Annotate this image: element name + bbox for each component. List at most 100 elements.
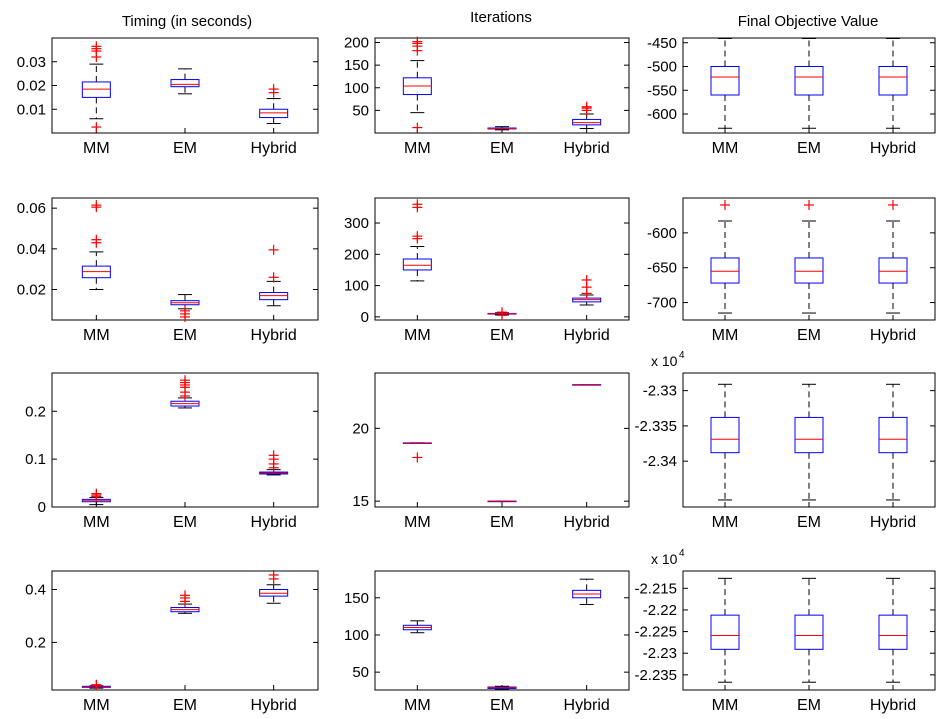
box-hybrid (572, 274, 602, 306)
outlier-marker (497, 307, 507, 318)
box-em (170, 375, 200, 409)
iqr-box (81, 81, 111, 98)
y-tick-label: 0.2 (25, 403, 46, 420)
x-tick-label: Hybrid (251, 514, 297, 531)
outlier-marker (268, 272, 279, 283)
axes-frame (51, 570, 319, 691)
box-mm (81, 488, 111, 506)
box-mm (81, 41, 111, 133)
y-tick-label: 0.01 (17, 101, 46, 118)
axes-frame (51, 197, 319, 321)
x-tick-label: EM (173, 697, 197, 714)
outlier-marker (91, 122, 102, 133)
y-tick-label: 200 (344, 246, 369, 263)
y-tick-label: 100 (344, 278, 369, 295)
box-hybrid (878, 383, 908, 501)
column-title-objective: Final Objective Value (738, 13, 879, 30)
subplot-r1-c2: -700 -650 -600 MM EM Hybrid (647, 197, 936, 344)
subplot-r0-c0: 0.01 0.02 0.03 MM EM Hybrid (17, 37, 319, 157)
x-tick-label: EM (797, 140, 821, 157)
y-tick-label: 50 (352, 664, 369, 681)
outlier-marker (180, 305, 190, 316)
axis-multiplier-exponent: 4 (679, 350, 685, 361)
y-tick-label: 100 (344, 627, 369, 644)
subplot-r0-c2: -600 -550 -500 -450 MM EM Hybrid (647, 35, 936, 157)
y-tick-label: 0 (361, 309, 369, 326)
x-tick-label: EM (490, 514, 514, 531)
box-em (170, 590, 200, 614)
box-mm (710, 577, 740, 683)
y-tick-label: -550 (647, 82, 677, 99)
iqr-box (259, 108, 289, 119)
y-tick-label: 0.02 (17, 78, 46, 95)
y-tick-label: 20 (352, 420, 369, 437)
subplot-r1-c0: 0.02 0.04 0.06 MM EM Hybrid (17, 197, 319, 344)
x-tick-label: MM (404, 140, 431, 157)
subplot-r3-c2: -2.235 -2.23 -2.225 -2.22 -2.215 MM EM Hybrid x … (634, 548, 936, 714)
y-tick-label: 0.03 (17, 54, 46, 71)
y-tick-label: -2.34 (643, 453, 677, 470)
subplot-r2-c2: -2.34 -2.335 -2.33 MM EM Hybrid x 10 4 (634, 350, 936, 531)
y-tick-label: -700 (647, 295, 677, 312)
outlier-marker (412, 36, 423, 47)
box-em (794, 577, 824, 683)
x-tick-label: MM (83, 140, 110, 157)
box-hybrid (572, 101, 602, 129)
box-mm (402, 620, 432, 634)
box-em (487, 500, 517, 503)
axis-multiplier: x 10 (651, 551, 678, 567)
subplot-r3-c1: 50 100 150 MM EM Hybrid (344, 570, 630, 714)
outlier-marker (180, 375, 190, 386)
outlier-marker (581, 101, 592, 112)
x-tick-label: EM (797, 697, 821, 714)
box-hybrid (259, 450, 289, 476)
box-mm (710, 383, 740, 501)
box-em (794, 383, 824, 501)
box-hybrid (259, 569, 289, 604)
x-tick-label: EM (173, 514, 197, 531)
outlier-marker (804, 199, 814, 210)
outlier-marker (268, 244, 279, 255)
box-hybrid (878, 577, 908, 683)
y-tick-label: -600 (647, 106, 677, 123)
x-tick-label: Hybrid (564, 140, 610, 157)
outlier-marker (268, 569, 279, 580)
x-tick-label: MM (404, 697, 431, 714)
y-tick-label: -2.225 (634, 624, 677, 641)
x-tick-label: EM (490, 327, 514, 344)
y-tick-label: 150 (344, 590, 369, 607)
iqr-box (259, 292, 289, 301)
box-em (170, 294, 200, 322)
y-tick-label: -500 (647, 59, 677, 76)
x-tick-label: MM (83, 697, 110, 714)
x-tick-label: MM (712, 514, 739, 531)
box-hybrid (572, 384, 602, 386)
x-tick-label: MM (712, 140, 739, 157)
x-tick-label: Hybrid (251, 697, 297, 714)
y-tick-label: -2.22 (643, 602, 677, 619)
iqr-box (710, 257, 740, 284)
x-tick-label: EM (797, 327, 821, 344)
outlier-marker (91, 488, 102, 499)
y-tick-label: -650 (647, 260, 677, 277)
outlier-marker (91, 234, 102, 245)
x-tick-label: MM (404, 327, 431, 344)
x-tick-label: Hybrid (251, 327, 297, 344)
box-em (170, 68, 200, 95)
x-tick-label: Hybrid (564, 514, 610, 531)
y-tick-label: -2.23 (643, 645, 677, 662)
y-tick-label: 200 (344, 35, 369, 52)
iqr-box (710, 66, 740, 96)
outlier-marker (180, 590, 190, 601)
y-tick-label: 0.06 (17, 200, 46, 217)
axes-frame (374, 570, 630, 691)
x-tick-label: MM (83, 327, 110, 344)
x-tick-label: Hybrid (564, 697, 610, 714)
iqr-box (170, 79, 200, 88)
box-hybrid (572, 578, 602, 605)
box-mm (402, 442, 432, 463)
outlier-marker (91, 679, 102, 690)
outlier-marker (412, 231, 423, 242)
x-tick-label: MM (404, 514, 431, 531)
